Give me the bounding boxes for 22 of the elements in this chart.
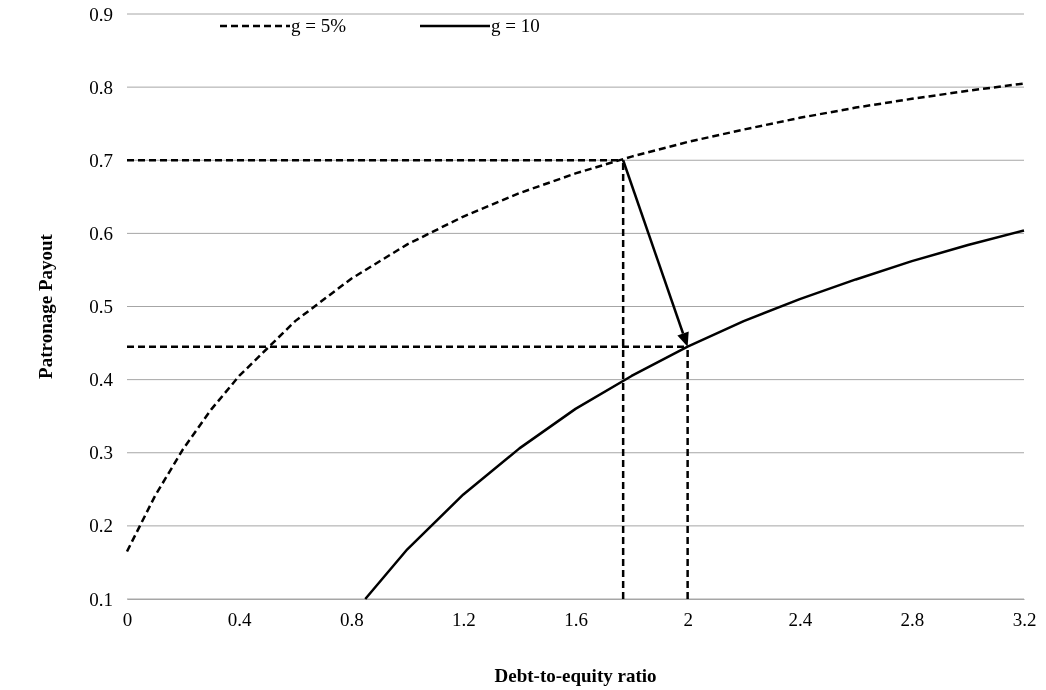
legend-label: g = 5%	[291, 15, 347, 36]
y-tick-label: 0.1	[89, 588, 113, 610]
y-tick-label: 0.9	[89, 3, 113, 25]
x-tick-label: 0.4	[227, 609, 252, 631]
x-tick-label: 0.8	[339, 609, 364, 631]
y-tick-label: 0.2	[89, 515, 113, 537]
legend-label: g = 10	[491, 15, 540, 36]
y-tick-label: 0.7	[89, 149, 113, 171]
x-tick-label: 3.2	[1012, 609, 1037, 631]
x-tick-label: 2	[683, 609, 693, 631]
y-tick-label: 0.5	[89, 296, 113, 318]
y-tick-label: 0.6	[89, 222, 113, 244]
y-tick-label: 0.4	[89, 369, 114, 391]
x-tick-label: 2.4	[788, 609, 813, 631]
y-axis-title: Patronage Payout	[35, 233, 56, 379]
x-tick-label: 2.8	[900, 609, 925, 631]
x-tick-label: 0	[122, 609, 133, 631]
x-axis-title: Debt-to-equity ratio	[494, 665, 657, 686]
y-tick-label: 0.3	[89, 442, 113, 464]
x-tick-label: 1.2	[452, 609, 476, 631]
y-tick-label: 0.8	[89, 76, 113, 98]
x-tick-label: 1.6	[564, 609, 588, 631]
